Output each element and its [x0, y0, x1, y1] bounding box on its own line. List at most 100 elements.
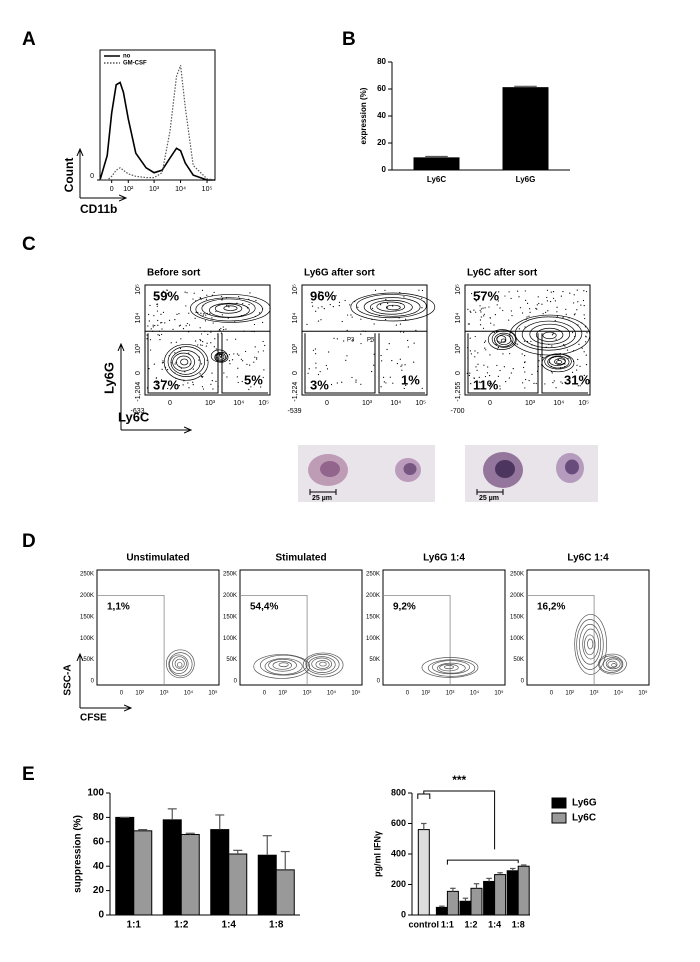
event-dot	[262, 340, 264, 343]
event-dot	[365, 330, 367, 332]
event-dot	[156, 303, 158, 305]
y-tick-label: 10³	[292, 343, 299, 354]
event-dot	[162, 290, 164, 292]
contour	[189, 294, 271, 323]
x-tick-label: 10³	[149, 186, 160, 193]
event-dot	[206, 359, 208, 361]
event-dot	[193, 292, 195, 294]
event-dot	[315, 310, 317, 312]
event-dot	[185, 325, 187, 327]
event-dot	[524, 290, 526, 292]
x-tick-label: 10⁵	[578, 400, 589, 407]
event-dot	[308, 368, 310, 370]
event-dot	[320, 319, 322, 321]
event-dot	[521, 312, 524, 314]
event-dot	[253, 330, 255, 333]
event-dot	[226, 376, 228, 378]
event-dot	[204, 320, 207, 322]
y-tick-label: 200	[391, 879, 406, 889]
contour	[268, 658, 297, 672]
contour	[177, 662, 183, 668]
event-dot	[332, 306, 334, 308]
bar	[494, 874, 507, 916]
y-axis-label: expression (%)	[359, 87, 368, 144]
event-dot	[484, 340, 487, 342]
event-dot	[528, 315, 530, 317]
event-dot	[162, 360, 164, 362]
event-dot	[521, 353, 523, 355]
contour	[427, 659, 476, 677]
event-dot	[474, 335, 476, 338]
event-dot	[585, 354, 587, 356]
contour	[209, 302, 250, 318]
event-dot	[262, 376, 264, 379]
event-dot	[560, 381, 562, 383]
event-dot	[161, 321, 163, 324]
event-dot	[235, 338, 237, 340]
plot-title: Ly6G after sort	[304, 268, 375, 279]
x-tick-label: 10⁵	[638, 690, 648, 697]
event-dot	[488, 306, 490, 308]
contour	[386, 304, 401, 311]
plot-title: Unstimulated	[126, 553, 189, 564]
event-dot	[552, 382, 554, 384]
event-dot	[404, 364, 406, 366]
contour	[421, 657, 479, 678]
contour	[579, 623, 602, 665]
bar	[470, 887, 483, 916]
contour	[259, 654, 308, 676]
x-tick-label: 1:4	[222, 920, 237, 931]
x-tick-label: 0	[488, 400, 492, 407]
event-dot	[421, 387, 423, 389]
contour	[436, 662, 466, 674]
event-dot	[576, 309, 578, 311]
event-dot	[178, 313, 180, 315]
contour	[549, 356, 566, 366]
event-dot	[474, 350, 476, 352]
event-dot	[149, 349, 152, 351]
event-dot	[505, 380, 507, 383]
event-dot	[579, 385, 581, 387]
event-dot	[396, 363, 399, 365]
event-dot	[493, 331, 495, 334]
legend-label: Ly6C	[572, 813, 596, 824]
event-dot	[478, 376, 480, 378]
event-dot	[174, 319, 176, 321]
event-dot	[510, 372, 512, 374]
y-tick-label: 200K	[366, 593, 380, 599]
y-tick-label: 10³	[135, 343, 142, 354]
event-dot	[541, 303, 543, 305]
event-dot	[489, 385, 491, 387]
contour	[168, 652, 193, 677]
x-tick-label: 10⁵	[208, 690, 218, 697]
bar	[228, 853, 248, 916]
event-dot	[243, 330, 245, 332]
histogram-line	[99, 81, 215, 181]
x-tick-label: 10²	[565, 691, 574, 697]
event-dot	[387, 302, 389, 304]
contour	[541, 353, 575, 373]
event-dot	[479, 324, 482, 326]
event-dot	[188, 352, 190, 354]
y-tick-label: 100K	[366, 636, 380, 642]
event-dot	[547, 310, 549, 312]
event-dot	[166, 293, 169, 295]
y-tick-label: 50K	[513, 657, 524, 663]
y-tick-label: 50K	[369, 657, 380, 663]
event-dot	[524, 361, 526, 363]
event-dot	[341, 381, 343, 383]
event-dot	[223, 372, 225, 374]
x-tick-label: 10³	[205, 400, 216, 407]
event-dot	[480, 308, 482, 310]
event-dot	[160, 313, 162, 315]
event-dot	[217, 355, 219, 357]
contour	[253, 654, 311, 679]
event-dot	[489, 382, 491, 384]
event-dot	[529, 311, 531, 313]
error-bar	[520, 864, 527, 867]
event-dot	[220, 332, 223, 334]
event-dot	[192, 298, 194, 300]
legend-swatch	[551, 812, 567, 824]
y-tick-label: -1,224	[292, 382, 299, 402]
event-dot	[546, 289, 549, 291]
